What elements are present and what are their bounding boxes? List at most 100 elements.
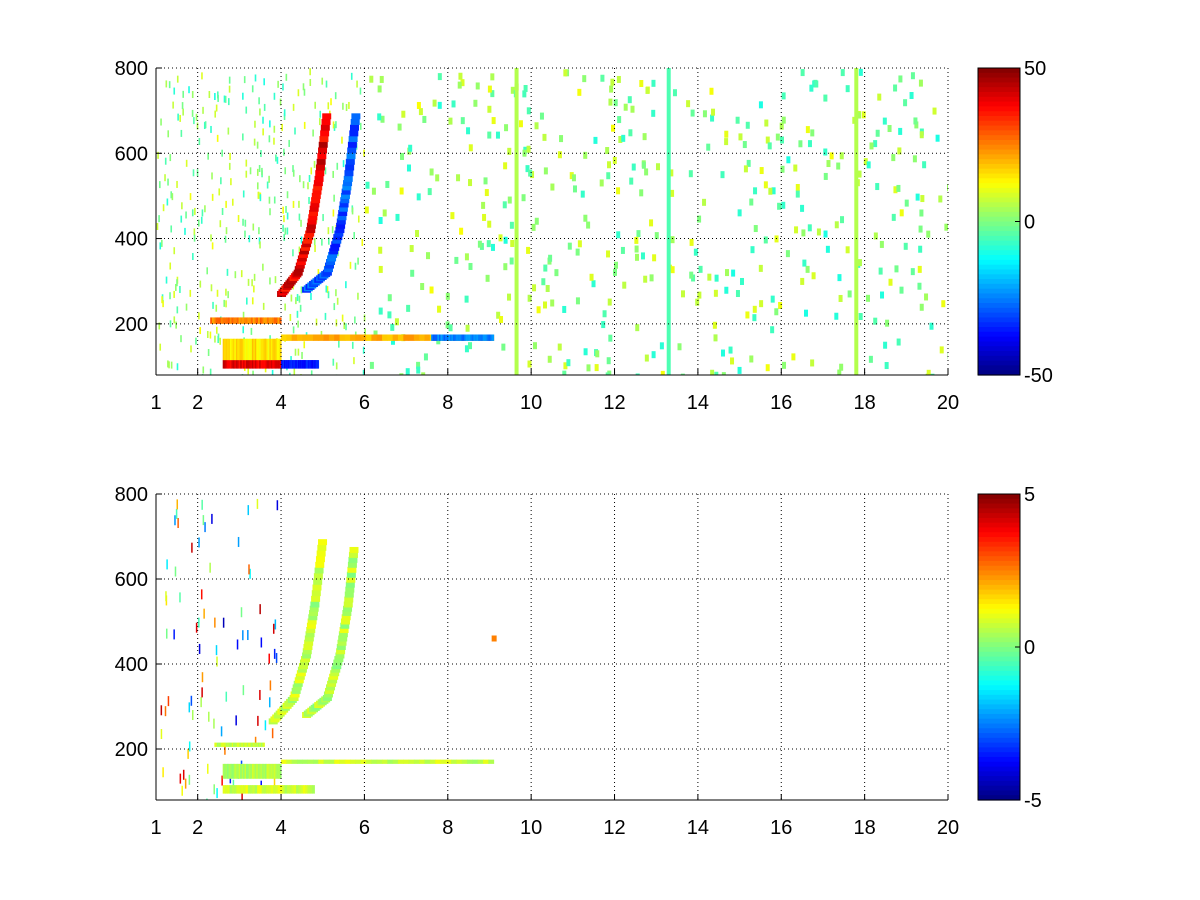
heatmap-cell — [334, 230, 344, 237]
heatmap-cell — [347, 147, 357, 154]
heatmap-cell — [635, 373, 640, 375]
heatmap-cell — [669, 169, 674, 177]
heatmap-cell — [507, 147, 512, 155]
heatmap-cell — [344, 170, 354, 177]
heatmap-cell — [315, 318, 318, 326]
heatmap-cell — [770, 295, 775, 303]
heatmap-cell — [468, 334, 471, 341]
heatmap-cell — [332, 121, 335, 129]
heatmap-cell — [309, 360, 311, 369]
heatmap-cell — [286, 227, 289, 235]
heatmap-cell — [401, 110, 406, 118]
colorbar-segment — [978, 570, 1020, 576]
heatmap-cell — [521, 194, 526, 202]
heatmap-cell — [503, 162, 508, 170]
colorbar-segment — [978, 632, 1020, 639]
heatmap-cell — [403, 759, 410, 764]
heatmap-cell — [232, 779, 235, 790]
heatmap-cell — [487, 220, 492, 228]
heatmap-cell — [765, 364, 770, 372]
heatmap-cell — [622, 281, 627, 289]
heatmap-cell — [775, 133, 780, 141]
heatmap-cell — [235, 360, 238, 369]
heatmap-cell — [283, 148, 285, 156]
colorbar-segment — [978, 594, 1020, 600]
heatmap-cell — [248, 763, 251, 779]
heatmap-cell — [459, 334, 462, 341]
heatmap-cell — [316, 158, 326, 165]
heatmap-cell — [825, 245, 830, 253]
heatmap-cell — [247, 505, 250, 516]
heatmap-cell — [254, 74, 257, 82]
heatmap-cell — [240, 338, 243, 361]
heatmap-cell — [169, 154, 172, 162]
colorbar-segment — [978, 756, 1020, 763]
heatmap-cell — [279, 338, 282, 361]
heatmap-cell — [697, 215, 702, 223]
heatmap-cell — [253, 138, 256, 146]
heatmap-cell — [359, 122, 362, 130]
heatmap-cell — [254, 338, 257, 361]
heatmap-cell — [618, 135, 623, 143]
heatmap-cell — [399, 187, 404, 195]
heatmap-cell — [322, 214, 324, 222]
heatmap-cell — [244, 360, 247, 369]
colorbar-segment — [978, 72, 1020, 79]
heatmap-cell — [606, 357, 611, 365]
heatmap-cell — [413, 759, 420, 764]
heatmap-cell — [781, 92, 786, 100]
y-tick-label: 200 — [115, 739, 148, 761]
heatmap-cell — [207, 763, 209, 774]
heatmap-cell — [507, 293, 512, 301]
heatmap-cell — [416, 361, 421, 369]
heatmap-cell — [490, 90, 495, 98]
heatmap-cell — [303, 121, 306, 129]
heatmap-cell — [195, 337, 197, 345]
heatmap-cell — [586, 221, 591, 229]
heatmap-cell — [528, 169, 533, 177]
heatmap-cell — [918, 245, 923, 253]
heatmap-cell — [262, 338, 265, 361]
heatmap-cell — [920, 195, 925, 203]
heatmap-cell — [249, 568, 251, 579]
heatmap-cell — [307, 218, 317, 225]
heatmap-cell — [390, 323, 395, 331]
heatmap-cell — [845, 85, 850, 93]
heatmap-cell — [253, 285, 255, 293]
heatmap-cell — [204, 121, 207, 129]
heatmap-cell — [310, 601, 320, 608]
heatmap-cell — [158, 215, 160, 223]
heatmap-cell — [169, 262, 172, 270]
heatmap-cell — [357, 257, 359, 265]
colorbar-segment — [978, 154, 1020, 160]
heatmap-cell — [238, 742, 240, 747]
heatmap-cell — [606, 250, 611, 258]
heatmap-cell — [583, 348, 588, 356]
heatmap-cell — [486, 240, 491, 248]
heatmap-cell — [460, 334, 463, 341]
heatmap-cell — [812, 80, 817, 88]
heatmap-cell — [268, 697, 271, 708]
heatmap-cell — [614, 261, 619, 269]
heatmap-cell — [281, 759, 287, 764]
heatmap-cell — [211, 172, 213, 180]
heatmap-cell — [550, 299, 555, 307]
heatmap-cell — [611, 124, 616, 132]
heatmap-cell — [340, 618, 350, 625]
heatmap-cell — [623, 103, 628, 111]
heatmap-cell — [610, 78, 615, 86]
heatmap-cell — [278, 338, 281, 361]
heatmap-cell — [229, 152, 231, 160]
heatmap-cell — [606, 172, 611, 180]
heatmap-cell — [256, 338, 259, 361]
heatmap-cell — [240, 317, 243, 324]
heatmap-cell — [758, 101, 763, 109]
heatmap-cell — [826, 160, 831, 168]
heatmap-cell — [485, 274, 490, 282]
heatmap-cell — [423, 353, 428, 361]
heatmap-cell — [242, 630, 244, 641]
x-tick-label: 16 — [770, 392, 792, 414]
heatmap-cell — [750, 246, 755, 254]
colorbar-segment — [978, 771, 1020, 777]
heatmap-cell — [330, 670, 340, 677]
